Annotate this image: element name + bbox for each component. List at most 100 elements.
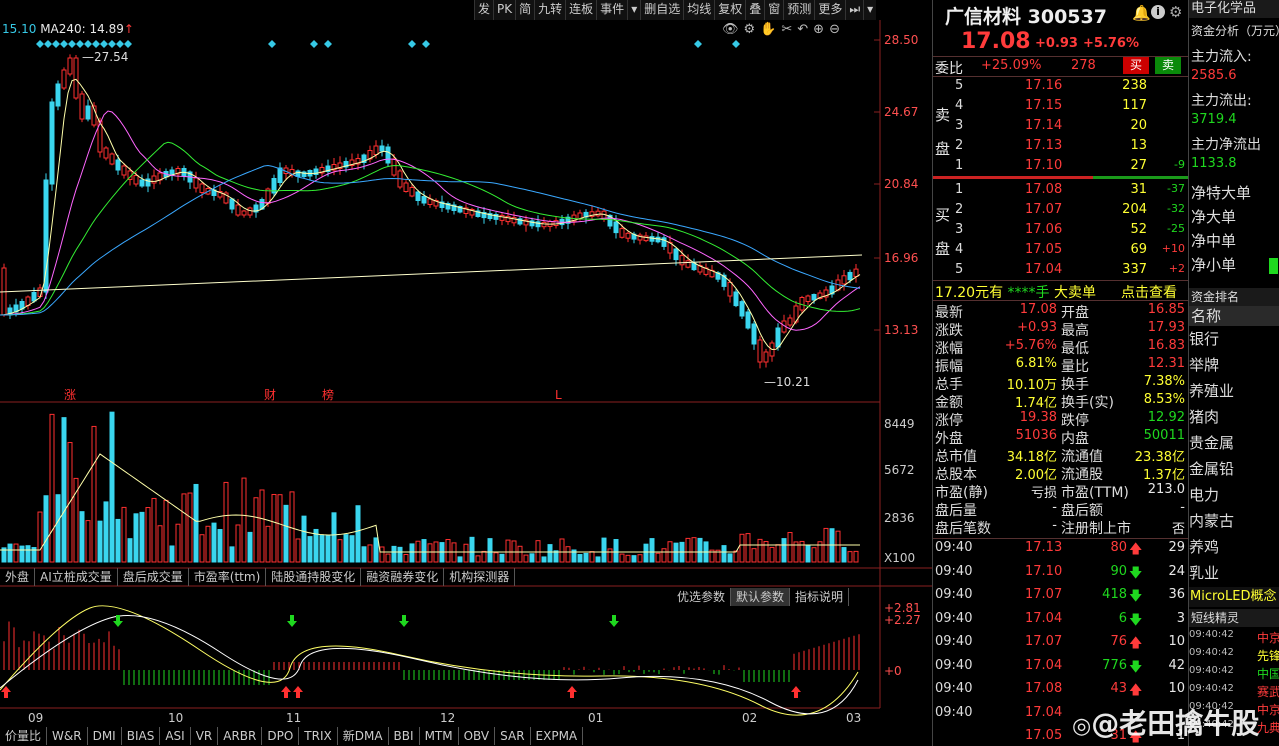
event-marker[interactable]: L xyxy=(555,388,562,402)
bottom-tab-12[interactable]: OBV xyxy=(459,727,496,745)
indicator-tab-6[interactable]: 机构探测器 xyxy=(444,568,516,586)
bottom-tab-5[interactable]: VR xyxy=(191,727,219,745)
rank-item[interactable]: 电力 xyxy=(1189,486,1220,504)
candle xyxy=(703,263,709,277)
toolbar-item-8[interactable]: 均线 xyxy=(683,0,715,20)
bottom-tab-8[interactable]: TRIX xyxy=(299,727,338,745)
rank-item[interactable]: 金属铅 xyxy=(1189,460,1235,478)
event-marker[interactable]: 榜 xyxy=(322,387,334,402)
bell-icon[interactable]: 🔔 xyxy=(1132,4,1151,22)
rank-item[interactable]: 养殖业 xyxy=(1189,382,1235,400)
rank-item[interactable]: 养鸡 xyxy=(1189,538,1220,556)
indicator-tab-4[interactable]: 陆股通持股变化 xyxy=(266,568,362,586)
event-marker[interactable]: 财 xyxy=(264,388,276,402)
bottom-tab-6[interactable]: ARBR xyxy=(218,727,263,745)
scissors-icon[interactable]: ✂ xyxy=(781,22,798,37)
candle xyxy=(445,201,451,213)
indicator-tab-5[interactable]: 融资融券变化 xyxy=(361,568,445,586)
sprite-text[interactable]: 赛武 xyxy=(1257,685,1279,699)
stat-label: 总股本 xyxy=(935,467,977,483)
toolbar-item-2[interactable]: 简 xyxy=(515,0,535,20)
bottom-tab-9[interactable]: 新DMA xyxy=(338,727,389,745)
bottom-tab-0[interactable]: 价量比 xyxy=(0,727,48,745)
toolbar-item-15[interactable]: ▾ xyxy=(863,0,877,20)
sprite-text[interactable]: 中京 xyxy=(1257,631,1279,645)
event-marker[interactable]: 涨 xyxy=(64,387,76,402)
toolbar-item-9[interactable]: 复权 xyxy=(714,0,746,20)
indicator-tab-3[interactable]: 市盈率(ttm) xyxy=(189,568,267,586)
toolbar-item-7[interactable]: 删自选 xyxy=(640,0,684,20)
settings-icon[interactable]: ⚙ xyxy=(743,22,761,37)
param-tab-0[interactable]: 优选参数 xyxy=(672,588,732,606)
bottom-tab-2[interactable]: DMI xyxy=(88,727,122,745)
buy-ratio-bar xyxy=(1093,176,1189,179)
bottom-tab-1[interactable]: W&R xyxy=(47,727,88,745)
sell-button[interactable]: 卖 xyxy=(1155,57,1181,74)
signal-arrow xyxy=(791,686,801,698)
toolbar-item-11[interactable]: 窗 xyxy=(764,0,784,20)
big-order-row[interactable]: 17.20元有 ****手 大卖单 点击查看 xyxy=(935,282,1189,302)
stat-label: 注册制上市 xyxy=(1061,521,1131,537)
bottom-tab-4[interactable]: ASI xyxy=(160,727,191,745)
volume-bar xyxy=(379,546,385,563)
volume-bar xyxy=(595,556,601,563)
sprite-text[interactable]: 先锋 xyxy=(1257,649,1279,663)
eye-icon[interactable]: 👁 xyxy=(722,22,744,37)
fund-item-label: 主力流出: xyxy=(1191,93,1252,109)
bottom-tab-3[interactable]: BIAS xyxy=(122,727,161,745)
tick-time: 09:40 xyxy=(935,563,973,579)
buy-button[interactable]: 买 xyxy=(1123,57,1149,74)
bottom-tab-7[interactable]: DPO xyxy=(262,727,300,745)
price-axis-label: 24.67 xyxy=(884,105,918,119)
net-order-label: 净小单 xyxy=(1191,256,1237,274)
toolbar-item-14[interactable]: ⏭ xyxy=(845,0,864,20)
zoom-out-icon[interactable]: ⊖ xyxy=(829,22,845,37)
indicator-tab-0[interactable]: 外盘 xyxy=(0,568,36,586)
toolbar-item-10[interactable]: 叠 xyxy=(745,0,765,20)
kline-chart-area[interactable]: 28.50 24.67 20.84 16.96 13.13 8449 5672 2836 X10… xyxy=(0,0,932,746)
indicator-tab-2[interactable]: 盘后成交量 xyxy=(118,568,189,586)
tick-volume: 31 xyxy=(1110,728,1127,743)
zoom-in-icon[interactable]: ⊕ xyxy=(813,22,830,37)
undo-icon[interactable]: ↶ xyxy=(797,22,814,37)
toolbar-item-5[interactable]: 事件 xyxy=(596,0,628,20)
param-tab-1[interactable]: 默认参数 xyxy=(731,588,791,606)
gear-icon[interactable]: ⚙ xyxy=(1169,3,1183,21)
stat-value: 否 xyxy=(1171,522,1185,537)
sprite-text[interactable]: 中国 xyxy=(1257,667,1279,681)
toolbar-item-1[interactable]: PK xyxy=(493,0,516,20)
indicator-tabs: 外盘 AI立桩成交量 盘后成交量 市盈率(ttm) 陆股通持股变化 融资融券变化 机构探测器 xyxy=(0,568,516,586)
rank-highlight-item[interactable]: MicroLED概念 xyxy=(1189,587,1279,607)
bottom-tab-13[interactable]: SAR xyxy=(495,727,531,745)
indicator-tab-1[interactable]: AI立桩成交量 xyxy=(35,568,118,586)
rank-item[interactable]: 举牌 xyxy=(1189,356,1220,374)
hand-icon[interactable]: ✋ xyxy=(760,22,782,37)
rank-item[interactable]: 猪肉 xyxy=(1189,408,1220,426)
rank-item[interactable]: 贵金属 xyxy=(1189,434,1235,452)
volume-bar xyxy=(115,518,121,563)
toolbar-item-0[interactable]: 发 xyxy=(474,0,494,20)
param-tab-2[interactable]: 指标说明 xyxy=(790,588,850,606)
bottom-tab-10[interactable]: BBI xyxy=(389,727,420,745)
stat-value: 51036 xyxy=(1015,428,1057,443)
rank-item[interactable]: 内蒙古 xyxy=(1189,512,1235,530)
info-icon[interactable]: i xyxy=(1151,5,1165,19)
candle xyxy=(469,207,475,219)
sprite-text[interactable]: 九典 xyxy=(1257,721,1279,735)
rank-item[interactable]: 银行 xyxy=(1189,330,1220,348)
toolbar-item-13[interactable]: 更多 xyxy=(814,0,846,20)
candle xyxy=(241,209,247,218)
big-order-link[interactable]: 点击查看 xyxy=(1121,285,1177,301)
rank-item[interactable]: 乳业 xyxy=(1189,564,1220,582)
kline-chart-canvas[interactable]: 28.50 24.67 20.84 16.96 13.13 8449 5672 2836 X10… xyxy=(0,0,932,746)
toolbar-item-12[interactable]: 预测 xyxy=(783,0,815,20)
sprite-text[interactable]: 中京 xyxy=(1257,703,1279,717)
toolbar-item-3[interactable]: 九转 xyxy=(534,0,566,20)
toolbar-item-6[interactable]: ▾ xyxy=(627,0,641,20)
candle xyxy=(745,309,751,330)
volume-bar xyxy=(781,538,787,563)
toolbar-item-4[interactable]: 连板 xyxy=(565,0,597,20)
sector-label[interactable]: 电子化学品 xyxy=(1189,0,1279,18)
bottom-tab-11[interactable]: MTM xyxy=(420,727,459,745)
bottom-tab-14[interactable]: EXPMA xyxy=(531,727,584,745)
